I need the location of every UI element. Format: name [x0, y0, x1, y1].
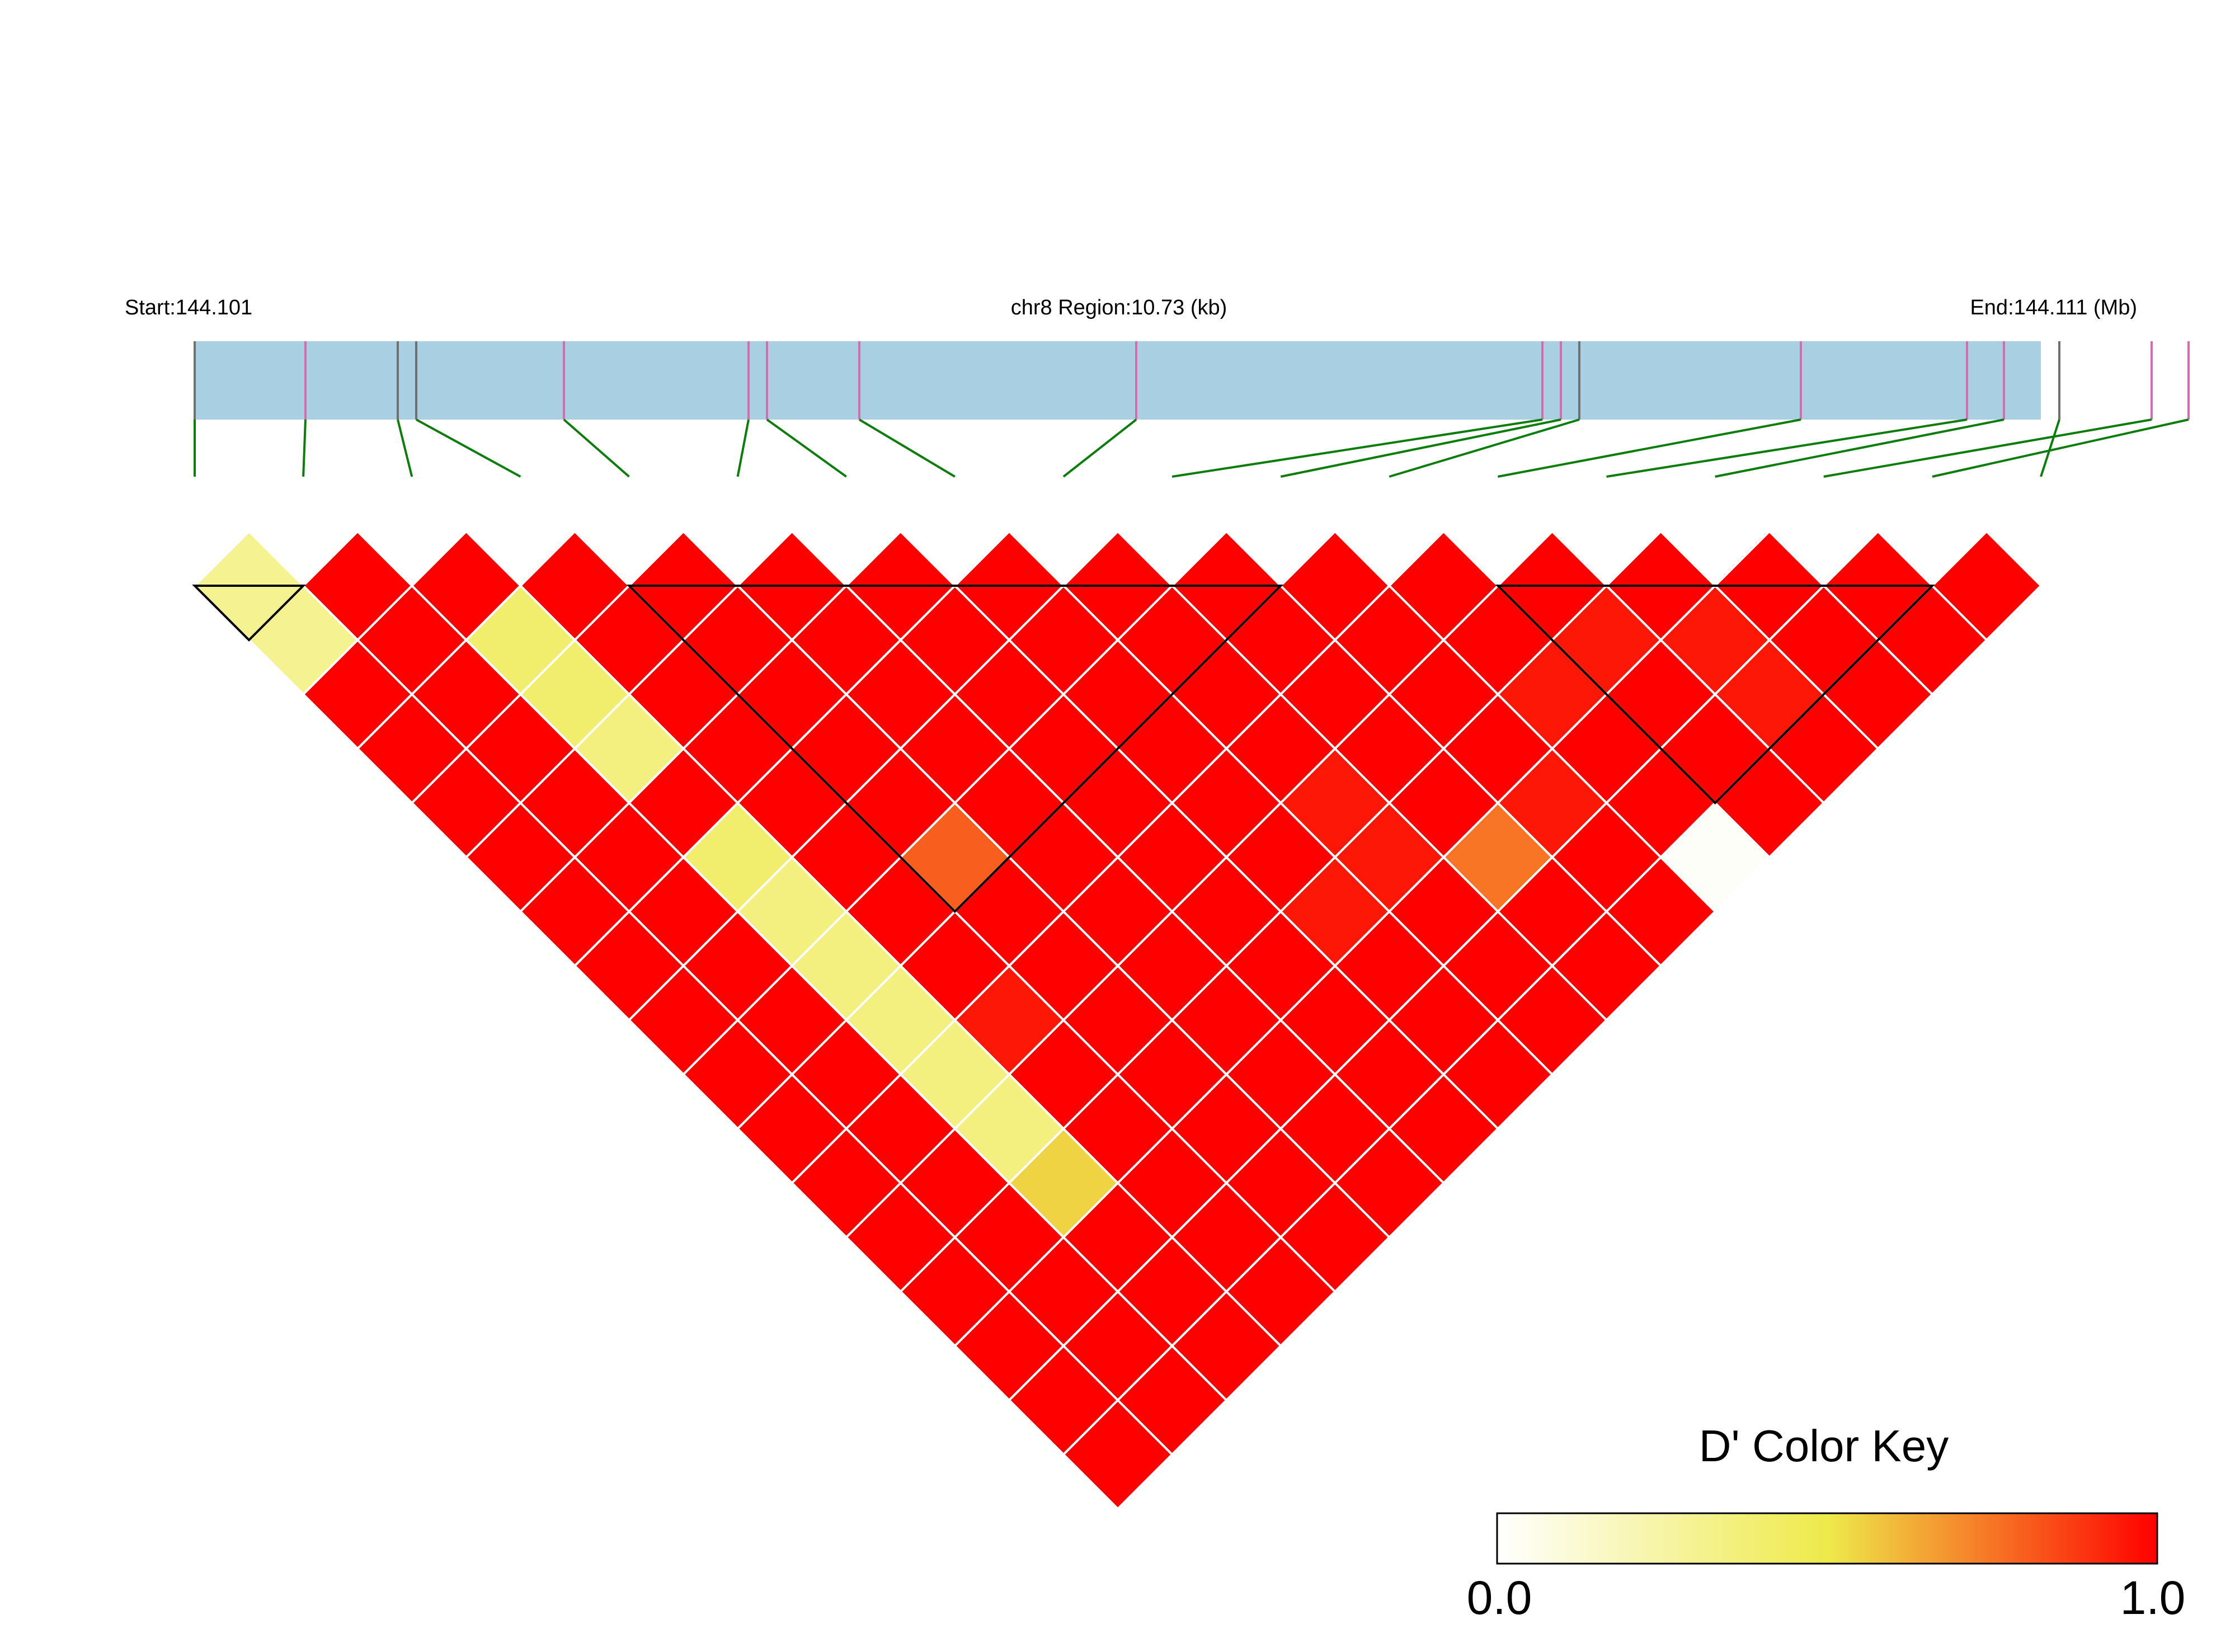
snp-connector: [302, 419, 307, 477]
snp-connector: [1932, 418, 2189, 478]
haplotype-block-outline: [192, 585, 306, 642]
snp-markers: [194, 341, 2190, 420]
snp-connector: [397, 419, 413, 477]
snp-connector: [1823, 418, 2152, 478]
snp-connector: [1498, 418, 1801, 478]
haplotype-block-outline: [1495, 585, 1935, 805]
region-start-label: Start:144.101: [125, 296, 252, 319]
snp-connector: [736, 419, 750, 477]
region-title: chr8 Region:10.73 (kb): [1011, 296, 1227, 319]
snp-connector: [1062, 418, 1137, 478]
color-key-max-label: 1.0: [2120, 1571, 2186, 1624]
ld-cell: [1931, 530, 2043, 642]
snp-connector: [416, 418, 521, 478]
snp-connector: [1606, 418, 1968, 478]
snp-connector: [1280, 418, 1561, 478]
color-key-bar: [1496, 1512, 2158, 1565]
haplotype-blocks: [192, 585, 1935, 914]
region-end-label: End:144.111 (Mb): [1970, 296, 2137, 319]
snp-connector: [766, 418, 847, 478]
snp-connectors: [194, 418, 2189, 478]
snp-connector: [1171, 418, 1543, 478]
color-key-title: D' Color Key: [1699, 1421, 1949, 1471]
color-key-min-label: 0.0: [1467, 1571, 1532, 1624]
snp-connector: [2040, 419, 2060, 477]
haplotype-block-outline: [626, 585, 1284, 914]
ld-cells: [193, 530, 2043, 1510]
snp-track: [195, 341, 2041, 420]
snp-connector: [563, 418, 630, 478]
snp-connector: [858, 418, 956, 478]
snp-connector: [1389, 418, 1580, 478]
snp-connector: [1715, 418, 2005, 478]
